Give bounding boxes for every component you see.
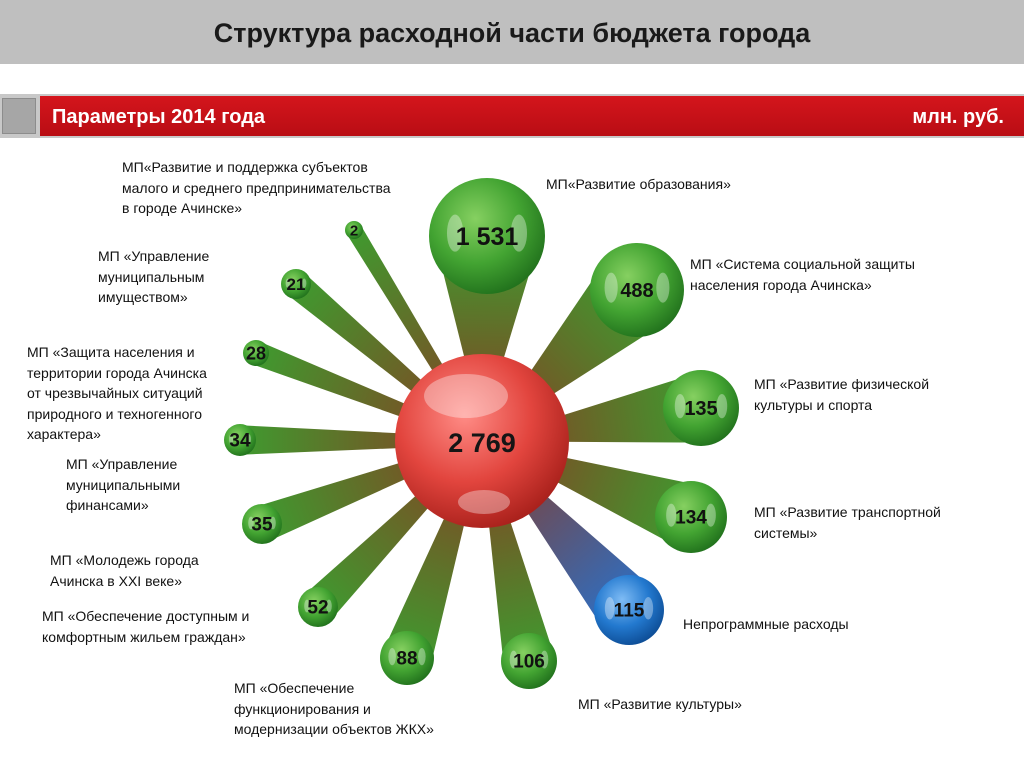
bubble-value-8: 35 [251, 515, 273, 536]
bubble-value-7: 52 [307, 598, 328, 619]
bubble-value-5: 106 [513, 652, 545, 673]
label-housing-utilities: МП «Обеспечение функционирования и модерни… [234, 680, 434, 737]
bubble-circle-4 [594, 575, 664, 645]
bubble-10: 28 [243, 340, 269, 366]
bubble-circle-12 [345, 221, 363, 239]
label-protection: МП «Защита населения и территории города … [27, 344, 207, 442]
bubble-7: 52 [298, 587, 338, 627]
bubble-value-1: 488 [620, 280, 653, 302]
bubble-highlight-left-4 [604, 597, 615, 620]
title-bar [0, 0, 1024, 64]
bubble-highlight-right-8 [270, 516, 276, 530]
bubble-highlight-right-3 [705, 503, 716, 527]
bubble-value-9: 34 [229, 431, 251, 452]
bubble-1: 488 [590, 243, 684, 337]
bubble-0: 1 531 [429, 178, 545, 294]
bubble-highlight-left-11 [285, 278, 290, 289]
bubble-9: 34 [224, 424, 256, 456]
bubble-value-0: 1 531 [456, 223, 519, 251]
label-entrepreneurship: МП«Развитие и поддержка субъектов малого … [122, 159, 391, 216]
label-non-program: Непрограммные расходы [683, 616, 849, 632]
parameters-bar-fill [40, 96, 1024, 136]
center-bubble-highlight [424, 374, 508, 418]
bubble-4: 115 [594, 575, 664, 645]
bubble-5: 106 [501, 633, 557, 689]
bubble-highlight-left-3 [666, 503, 677, 527]
label-finance: МП «Управление муниципальными финансами» [66, 456, 181, 513]
bubble-2: 135 [663, 370, 739, 446]
bubble-circle-8 [242, 504, 282, 544]
label-property: МП «Управление муниципальным имуществом» [98, 248, 210, 305]
label-social-protection: МП «Система социальной защиты населения г… [690, 256, 915, 293]
bubble-highlight-left-5 [509, 650, 518, 669]
bubble-highlight-left-9 [228, 434, 234, 445]
bubble-circle-10 [243, 340, 269, 366]
center-value: 2 769 [448, 428, 516, 458]
bubble-value-12: 2 [350, 222, 358, 239]
bubble-highlight-left-6 [388, 648, 396, 666]
bubble-value-6: 88 [396, 649, 417, 670]
bubble-circle-7 [298, 587, 338, 627]
bubble-8: 35 [242, 504, 282, 544]
bubble-highlight-left-0 [446, 214, 464, 252]
center-bubble-reflection [458, 490, 510, 514]
parameters-year-label: Параметры 2014 года [52, 106, 266, 128]
bubble-highlight-right-5 [540, 650, 549, 669]
center-bubble [395, 354, 569, 528]
label-housing: МП «Обеспечение доступным и комфортным жи… [42, 608, 250, 645]
label-youth: МП «Молодежь города Ачинска в XXI веке» [50, 552, 199, 589]
label-transport: МП «Развитие транспортной системы» [754, 504, 941, 541]
bubble-value-10: 28 [246, 343, 266, 363]
center-layer: 2 769 [395, 354, 569, 528]
bubble-highlight-right-11 [302, 278, 307, 289]
bubble-6: 88 [380, 631, 434, 685]
bubble-highlight-right-2 [716, 393, 728, 419]
label-sport: МП «Развитие физической культуры и спорта [754, 376, 930, 413]
bubble-highlight-left-1 [604, 272, 618, 303]
bubble-value-2: 135 [684, 398, 717, 420]
bubble-highlight-right-0 [510, 214, 528, 252]
label-education: МП«Развитие образования» [546, 176, 731, 192]
bubble-circle-6 [380, 631, 434, 685]
bubble-circle-3 [655, 481, 727, 553]
label-culture: МП «Развитие культуры» [578, 696, 742, 712]
bubble-highlight-right-9 [246, 434, 252, 445]
bubble-highlight-left-2 [674, 393, 686, 419]
bubble-circle-2 [663, 370, 739, 446]
bubble-3: 134 [655, 481, 727, 553]
bubble-highlight-right-4 [643, 597, 654, 620]
parameters-bar-square [2, 98, 36, 134]
bubble-value-3: 134 [675, 508, 707, 529]
bubble-11: 21 [281, 269, 311, 299]
bubble-circle-5 [501, 633, 557, 689]
bubble-circle-1 [590, 243, 684, 337]
bubble-circle-0 [429, 178, 545, 294]
bubble-circle-11 [281, 269, 311, 299]
parameters-unit-label: млн. руб. [912, 106, 1004, 128]
bubble-highlight-left-8 [248, 516, 254, 530]
bubble-highlight-right-6 [418, 648, 426, 666]
bubble-highlight-right-1 [656, 272, 670, 303]
bubble-highlight-right-7 [326, 599, 332, 613]
bubbles-layer: 1 531 488 135 134 115 106 88 52 35 34 28 21 2 [224, 178, 739, 689]
bubble-circle-9 [224, 424, 256, 456]
bubble-12: 2 [345, 221, 363, 239]
bubble-highlight-left-7 [304, 599, 310, 613]
bubble-value-11: 21 [287, 275, 306, 294]
bubble-value-4: 115 [614, 601, 645, 622]
page-title: Структура расходной части бюджета города [213, 18, 811, 48]
